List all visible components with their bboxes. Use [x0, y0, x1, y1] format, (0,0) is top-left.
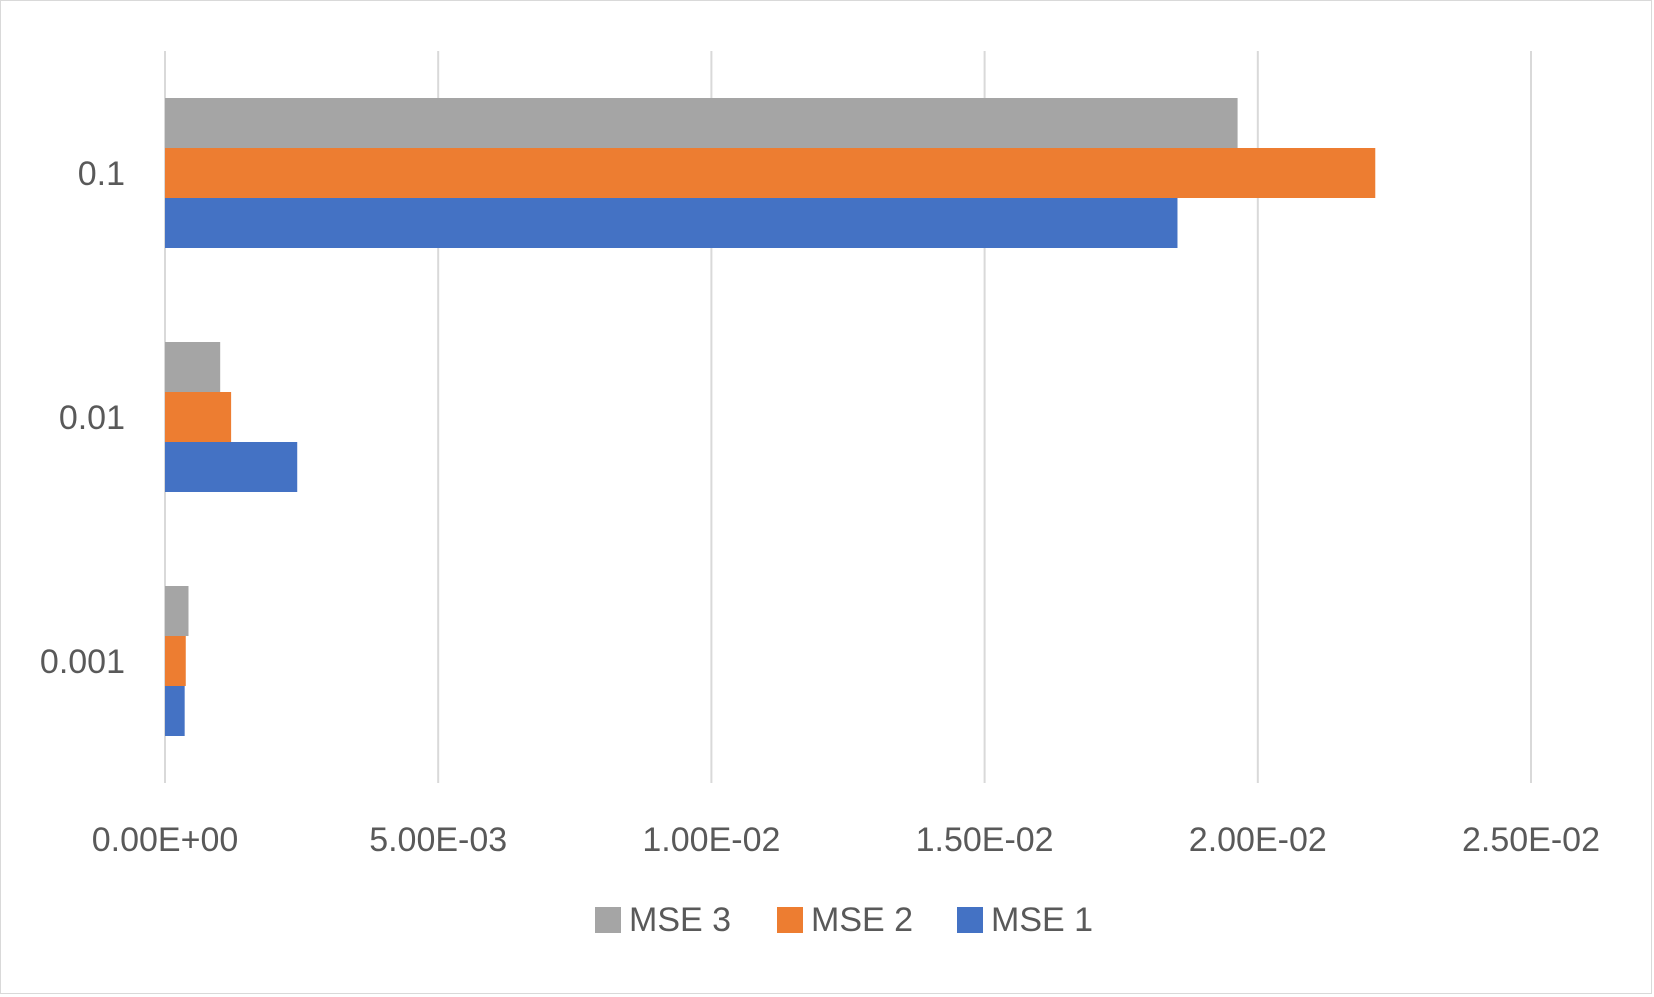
x-tick-label: 5.00E-03	[369, 821, 507, 859]
bar-mse-2-0.01	[165, 392, 232, 442]
x-tick-label: 2.50E-02	[1462, 821, 1600, 859]
legend-swatch-mse-3	[595, 907, 621, 933]
x-tick-labels: 0.00E+00 5.00E-03 1.00E-02 1.50E-02 2.00E-02…	[92, 821, 1600, 859]
bar-mse-2-0.001	[165, 636, 186, 686]
bar-mse-3-0.001	[165, 586, 189, 636]
legend: MSE 3 MSE 2 MSE 1	[595, 901, 1093, 939]
legend-label: MSE 3	[629, 901, 731, 939]
category-label: 0.1	[78, 155, 125, 193]
category-label: 0.01	[59, 399, 125, 437]
bars	[165, 98, 1376, 736]
legend-swatch-mse-1	[957, 907, 983, 933]
x-tick-label: 1.00E-02	[642, 821, 780, 859]
x-tick-label: 1.50E-02	[916, 821, 1054, 859]
bar-mse-1-0.1	[165, 198, 1178, 248]
bar-mse-1-0.01	[165, 442, 298, 492]
category-label: 0.001	[40, 643, 125, 681]
legend-swatch-mse-2	[777, 907, 803, 933]
x-tick-label: 0.00E+00	[92, 821, 239, 859]
bar-mse-1-0.001	[165, 686, 185, 736]
category-labels: 0.1 0.01 0.001	[40, 155, 125, 681]
bar-mse-3-0.01	[165, 342, 221, 392]
x-tick-label: 2.00E-02	[1189, 821, 1327, 859]
legend-label: MSE 1	[991, 901, 1093, 939]
bar-mse-3-0.1	[165, 98, 1238, 148]
legend-label: MSE 2	[811, 901, 913, 939]
bar-mse-2-0.1	[165, 148, 1376, 198]
